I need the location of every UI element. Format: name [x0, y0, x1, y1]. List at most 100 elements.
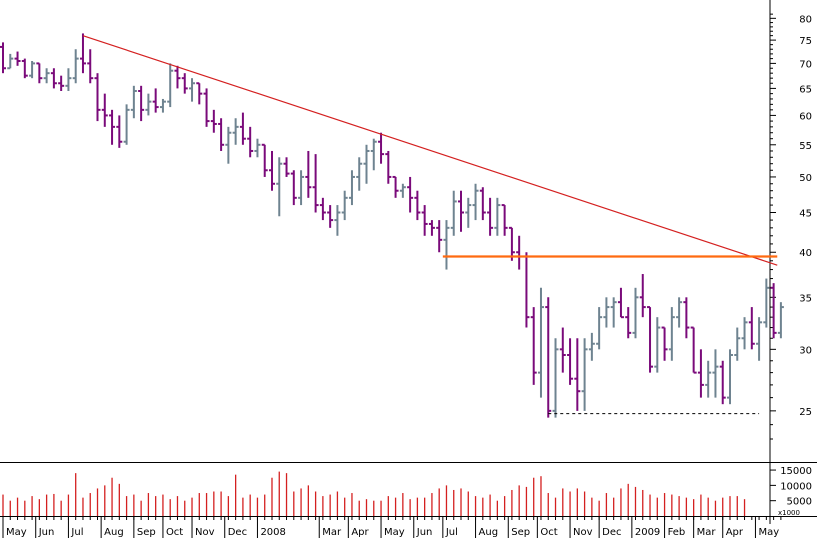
ohlc-bar — [327, 205, 334, 228]
ohlc-bar — [516, 235, 523, 270]
downtrend-line — [82, 35, 778, 266]
ohlc-bar — [29, 60, 36, 79]
ohlc-bar — [465, 197, 472, 228]
ohlc-bar — [407, 176, 414, 213]
x-tick-label: Jul — [445, 527, 458, 538]
ohlc-bar — [145, 93, 152, 116]
ohlc-bar — [552, 338, 559, 418]
ohlc-bar — [94, 73, 101, 122]
ohlc-bar — [487, 197, 494, 236]
ohlc-bar — [443, 220, 450, 270]
ohlc-bar — [523, 252, 530, 328]
y-tick-label: 30 — [799, 345, 812, 356]
ohlc-bar — [479, 187, 486, 221]
ohlc-bar — [756, 317, 763, 361]
ohlc-bar — [101, 93, 108, 127]
ohlc-bar — [283, 157, 290, 177]
ohlc-bar — [298, 170, 305, 206]
ohlc-bar — [530, 307, 537, 385]
volume-tick-label: 5000 — [787, 497, 812, 508]
ohlc-bar — [545, 297, 552, 418]
ohlc-bar — [116, 115, 123, 148]
ohlc-bar — [596, 307, 603, 350]
ohlc-bar — [356, 157, 363, 191]
ohlc-bar — [647, 306, 654, 373]
x-tick-label: Mar — [697, 527, 717, 538]
ohlc-bar — [574, 338, 581, 411]
ohlc-bar — [210, 109, 217, 133]
ohlc-bar — [203, 88, 210, 127]
ohlc-bar — [436, 220, 443, 253]
ohlc-bar — [494, 197, 501, 236]
ohlc-bar — [247, 126, 254, 158]
volume-tick-label: 15000 — [780, 466, 812, 477]
ohlc-bar — [472, 183, 479, 221]
ohlc-bar — [537, 287, 544, 398]
ohlc-bar — [225, 126, 232, 164]
ohlc-bar — [712, 349, 719, 398]
x-tick-label: Aug — [104, 527, 124, 538]
x-tick-label: 2008 — [260, 527, 285, 538]
ohlc-bar — [319, 197, 326, 221]
x-tick-label: Sep — [137, 527, 156, 538]
ohlc-bar — [458, 190, 465, 232]
price-panel: 25 30 35 40 45 50 55 60 65 70 75 80 — [0, 0, 817, 524]
ohlc-bar — [58, 75, 65, 92]
ohlc-bar — [683, 297, 690, 339]
x-tick-label: Dec — [602, 527, 621, 538]
ohlc-bar — [123, 104, 130, 145]
ohlc-bar — [290, 170, 297, 206]
y-tick-label: 55 — [799, 141, 812, 152]
y-tick-label: 35 — [799, 293, 812, 304]
volume-panel: 5000 10000 15000 x1000 — [0, 466, 817, 517]
y-tick-label: 75 — [799, 36, 812, 47]
ohlc-bar — [719, 360, 726, 405]
ohlc-bar — [72, 49, 79, 84]
ohlc-bar — [676, 297, 683, 328]
x-tick-label: May — [384, 527, 405, 538]
ohlc-bar — [87, 49, 94, 84]
y-tick-label: 25 — [799, 407, 812, 418]
x-tick-label: Feb — [668, 527, 686, 538]
ohlc-bar — [632, 287, 639, 339]
ohlc-bar — [690, 326, 697, 374]
ohlc-bar — [268, 150, 275, 191]
ohlc-bar — [501, 204, 508, 236]
x-tick-label: Mar — [322, 527, 342, 538]
x-tick-label: Nov — [195, 527, 215, 538]
ohlc-bar — [43, 68, 50, 84]
y-tick-label: 70 — [799, 59, 812, 70]
ohlc-bar — [378, 132, 385, 164]
ohlc-bar — [152, 88, 159, 113]
x-tick-label: Apr — [351, 527, 369, 538]
ohlc-bar — [603, 297, 610, 328]
x-tick-label: Jun — [416, 527, 433, 538]
ohlc-bar — [21, 58, 28, 79]
y-tick-label: 40 — [799, 248, 812, 259]
ohlc-bar — [79, 33, 86, 74]
ohlc-bar — [130, 85, 137, 119]
x-tick-label: Aug — [479, 527, 499, 538]
ohlc-bar — [0, 42, 6, 74]
volume-unit-label: x1000 — [778, 509, 800, 517]
ohlc-bar — [741, 317, 748, 350]
y-tick-label: 60 — [799, 111, 812, 122]
ohlc-bar — [385, 150, 392, 184]
ohlc-bar — [450, 190, 457, 236]
ohlc-bar — [189, 78, 196, 102]
ohlc-bar — [705, 360, 712, 398]
ohlc-bar — [763, 278, 770, 328]
ohlc-bar — [7, 53, 14, 70]
x-tick-label: Jun — [38, 527, 55, 538]
x-tick-label: May — [758, 527, 779, 538]
ohlc-bar — [617, 287, 624, 319]
ohlc-bar — [639, 274, 646, 318]
ohlc-bar — [218, 118, 225, 151]
ohlc-bar — [777, 302, 784, 339]
ohlc-bar — [414, 190, 421, 221]
x-tick-label: Dec — [228, 527, 247, 538]
ohlc-bar — [661, 326, 668, 361]
ohlc-bar — [276, 157, 283, 217]
ohlc-bar — [428, 220, 435, 236]
